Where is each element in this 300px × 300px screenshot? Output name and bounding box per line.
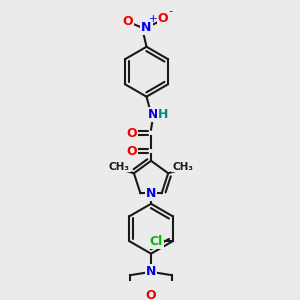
Text: O: O	[126, 127, 137, 140]
Text: O: O	[126, 145, 137, 158]
Text: N: N	[148, 107, 158, 121]
Text: Cl: Cl	[150, 235, 163, 248]
Text: +: +	[149, 14, 158, 24]
Text: H: H	[158, 107, 168, 121]
Text: O: O	[146, 289, 156, 300]
Text: CH₃: CH₃	[109, 162, 130, 172]
Text: O: O	[122, 15, 133, 28]
Text: N: N	[146, 187, 156, 200]
Text: -: -	[169, 5, 173, 18]
Text: CH₃: CH₃	[172, 162, 193, 172]
Text: N: N	[141, 21, 152, 34]
Text: N: N	[146, 265, 156, 278]
Text: O: O	[158, 12, 168, 25]
